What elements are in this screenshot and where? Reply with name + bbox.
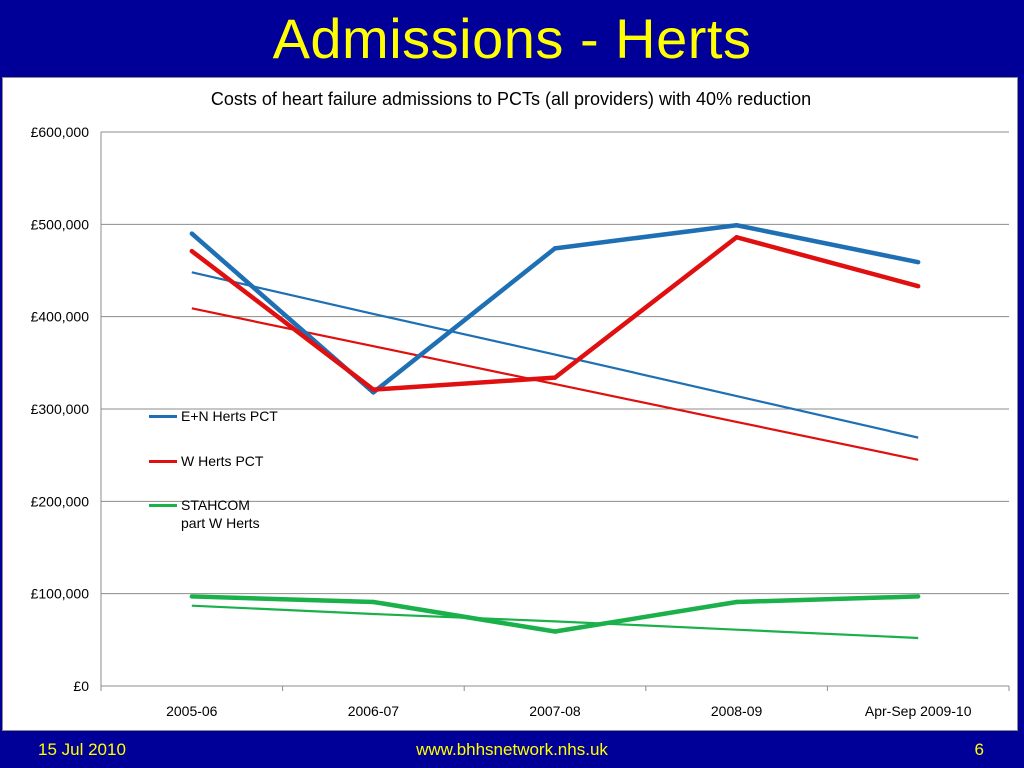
chart-title: Costs of heart failure admissions to PCT… bbox=[210, 89, 812, 109]
footer-url[interactable]: www.bhhsnetwork.nhs.uk bbox=[416, 740, 608, 759]
y-tick-label: £100,000 bbox=[31, 586, 90, 602]
data-point bbox=[371, 599, 376, 605]
y-tick-label: £400,000 bbox=[31, 309, 90, 325]
data-point bbox=[916, 259, 921, 265]
legend-item-w-herts: W Herts PCT bbox=[149, 452, 263, 470]
legend-item-en-herts: E+N Herts PCT bbox=[149, 407, 278, 425]
legend-swatch bbox=[149, 504, 177, 507]
y-tick-label: £500,000 bbox=[31, 216, 90, 232]
line-chart: £0 £100,000 £200,000 £300,000 £400,000 £500,0… bbox=[31, 124, 1010, 719]
data-point bbox=[734, 223, 739, 228]
data-point bbox=[916, 594, 921, 599]
data-point bbox=[552, 629, 558, 634]
y-tick-label: £600,000 bbox=[31, 124, 90, 140]
x-tick-label: Apr-Sep 2009-10 bbox=[865, 703, 972, 719]
y-tick-label: £0 bbox=[73, 678, 89, 694]
footer-page-number: 6 bbox=[974, 740, 984, 759]
series-line bbox=[190, 235, 919, 392]
data-point bbox=[552, 246, 558, 251]
trendline bbox=[191, 271, 919, 439]
series-line bbox=[191, 594, 919, 634]
legend-item-stahcom: STAHCOM part W Herts bbox=[149, 496, 260, 532]
data-point bbox=[734, 235, 739, 240]
data-point bbox=[371, 387, 376, 392]
data-point bbox=[734, 599, 739, 605]
x-tick-label: 2006-07 bbox=[348, 703, 400, 719]
trendline bbox=[191, 604, 919, 640]
legend-swatch bbox=[149, 415, 177, 418]
data-point bbox=[189, 248, 194, 254]
chart-area: Costs of heart failure admissions to PCT… bbox=[2, 77, 1018, 731]
trendline bbox=[191, 307, 919, 461]
legend-label: W Herts PCT bbox=[181, 453, 264, 469]
data-point bbox=[552, 375, 558, 380]
data-point bbox=[189, 594, 194, 599]
x-tick-label: 2005-06 bbox=[166, 703, 218, 719]
slide-title: Admissions - Herts bbox=[272, 6, 752, 70]
x-tick-label: 2008-09 bbox=[711, 703, 763, 719]
data-point bbox=[916, 283, 921, 289]
legend-label: STAHCOM part W Herts bbox=[181, 497, 260, 531]
legend-label: E+N Herts PCT bbox=[181, 408, 278, 424]
footer-date: 15 Jul 2010 bbox=[38, 740, 126, 759]
data-point bbox=[189, 231, 194, 236]
legend-swatch bbox=[149, 460, 177, 463]
x-tick-label: 2007-08 bbox=[529, 703, 581, 719]
y-tick-label: £300,000 bbox=[31, 401, 90, 417]
y-tick-label: £200,000 bbox=[31, 493, 90, 509]
